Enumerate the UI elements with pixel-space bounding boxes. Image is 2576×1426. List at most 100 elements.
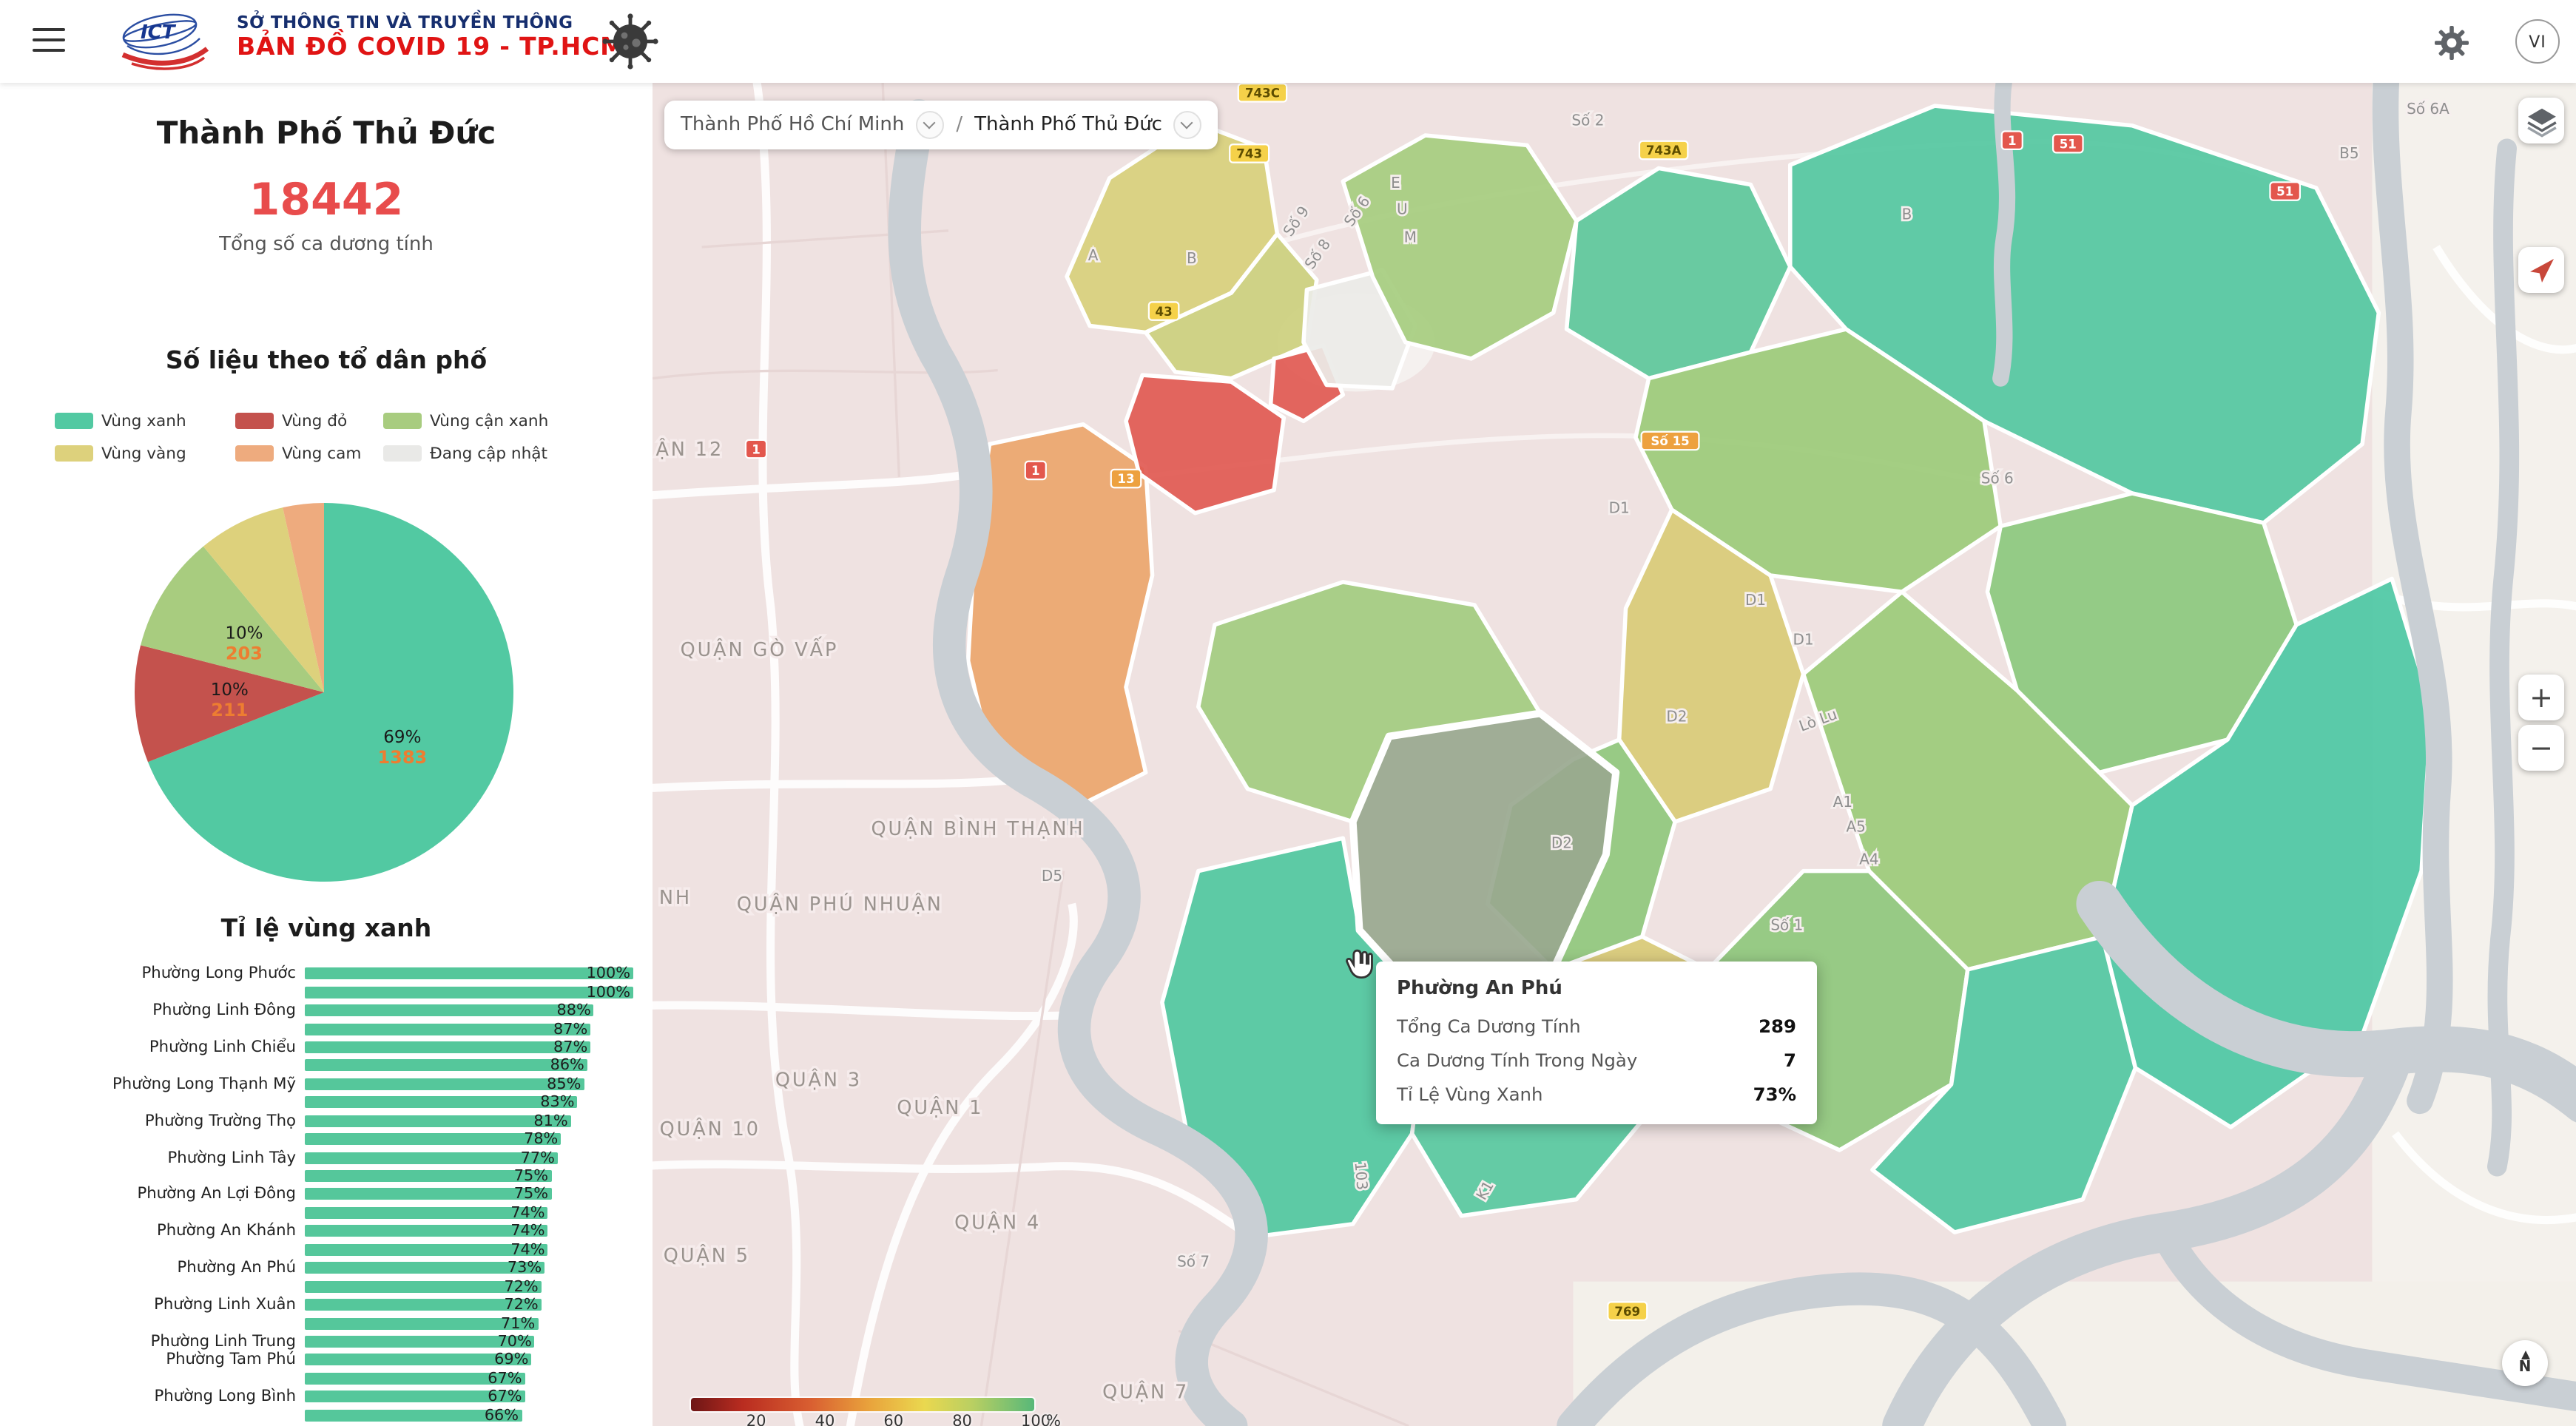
ward-polygon[interactable] bbox=[1788, 104, 2381, 525]
total-cases-value: 18442 bbox=[249, 175, 404, 226]
ward-polygon[interactable] bbox=[1616, 507, 1806, 824]
district-label: QUẬN 7 bbox=[1100, 1379, 1190, 1406]
bar-segment: 78% bbox=[305, 1130, 562, 1149]
bar-value: 67% bbox=[488, 1388, 522, 1406]
road-shield: 1 bbox=[1024, 460, 1047, 481]
legend-item: Vùng cam bbox=[235, 444, 377, 463]
road-label: B5 bbox=[2337, 142, 2361, 164]
ward-polygon[interactable] bbox=[1633, 327, 2003, 594]
road-label: B bbox=[1900, 203, 1914, 225]
bar-row: 87% bbox=[6, 1020, 647, 1038]
svg-text:A: A bbox=[1088, 246, 1099, 264]
settings-button[interactable] bbox=[2432, 24, 2471, 62]
pie-slice bbox=[141, 546, 324, 692]
legend-swatch bbox=[54, 413, 92, 429]
zoom-in-button[interactable]: + bbox=[2518, 675, 2564, 720]
district-label: QUẬN 3 bbox=[773, 1067, 863, 1094]
bar-value: 69% bbox=[494, 1351, 529, 1369]
bar-label: Phường Linh Đông bbox=[152, 1001, 296, 1020]
bar-segment: 69% bbox=[305, 1351, 532, 1369]
road-label: D1 bbox=[1743, 589, 1768, 611]
ward-polygon[interactable] bbox=[1870, 934, 2138, 1234]
ward-polygon[interactable] bbox=[1564, 166, 1793, 381]
breadcrumb-city[interactable]: Thành Phố Hồ Chí Minh bbox=[681, 114, 905, 136]
layers-button[interactable] bbox=[2518, 98, 2564, 143]
legend-swatch bbox=[382, 413, 421, 429]
menu-icon[interactable] bbox=[33, 28, 65, 53]
bar-segment: 74% bbox=[305, 1223, 548, 1240]
pie-label-pct: 10% bbox=[225, 624, 263, 643]
bar-segment: 74% bbox=[305, 1240, 548, 1259]
bar-label: Phường An Lợi Đông bbox=[137, 1185, 296, 1203]
road-label: E bbox=[1389, 172, 1402, 194]
pie-label-count: 203 bbox=[226, 643, 263, 663]
road-label: B bbox=[1184, 247, 1198, 269]
bar-value: 87% bbox=[553, 1038, 588, 1056]
svg-text:QUẬN GÒ VẤP: QUẬN GÒ VẤP bbox=[681, 637, 839, 661]
bar-segment: 73% bbox=[305, 1259, 545, 1277]
bar-segment: 74% bbox=[305, 1204, 548, 1222]
scale-labels: 20 40 60 80 100% bbox=[691, 1411, 1061, 1426]
bar-segment: 100% bbox=[305, 983, 633, 1001]
ward-polygon[interactable] bbox=[965, 422, 1155, 814]
bar-row: Phường Linh Tây 77% bbox=[6, 1149, 647, 1167]
svg-text:M: M bbox=[1404, 228, 1417, 246]
scale-unit-label: % bbox=[1046, 1413, 1061, 1426]
svg-text:D2: D2 bbox=[1666, 708, 1687, 726]
bar-value: 70% bbox=[497, 1332, 532, 1351]
zoom-out-button[interactable]: − bbox=[2518, 725, 2564, 771]
ward-polygon[interactable] bbox=[1124, 373, 1287, 516]
road-shield: 13 bbox=[1110, 468, 1142, 489]
compass-button[interactable]: N bbox=[2502, 1340, 2548, 1386]
scale-tick-label: 40 bbox=[815, 1413, 835, 1426]
legend-label: Vùng xanh bbox=[101, 411, 186, 430]
svg-text:743A: 743A bbox=[1646, 143, 1682, 158]
breadcrumb-district[interactable]: Thành Phố Thủ Đức bbox=[974, 114, 1162, 136]
compass-needle-icon bbox=[2521, 1351, 2529, 1359]
pie-slice bbox=[147, 503, 513, 882]
road-label: M bbox=[1402, 226, 1419, 249]
gear-icon bbox=[2435, 26, 2469, 60]
river-layer bbox=[888, 83, 2576, 1426]
bar-value: 74% bbox=[510, 1240, 545, 1259]
bar-value: 87% bbox=[553, 1020, 588, 1038]
logo-acronym: ICT bbox=[141, 21, 177, 44]
map-canvas[interactable]: ẬN 12 QUẬN GÒ VẤP QUẬN BÌNH THẠNH NH QUẬN PH… bbox=[653, 83, 2576, 1426]
pie-label-count: 211 bbox=[211, 700, 248, 720]
bar-row: 71% bbox=[6, 1314, 647, 1333]
map-area[interactable]: ẬN 12 QUẬN GÒ VẤP QUẬN BÌNH THẠNH NH QUẬN PH… bbox=[653, 83, 2576, 1426]
bar-segment: 87% bbox=[305, 1038, 591, 1056]
district-label: QUẬN 5 bbox=[661, 1243, 750, 1270]
svg-text:769: 769 bbox=[1614, 1305, 1640, 1319]
road-label: Số 6A bbox=[2404, 98, 2452, 120]
road-label: A4 bbox=[1857, 848, 1881, 871]
app-title: BẢN ĐỒ COVID 19 - TP.HCM bbox=[237, 33, 625, 61]
locate-button[interactable] bbox=[2518, 247, 2564, 293]
user-language-avatar[interactable]: VI bbox=[2515, 19, 2560, 64]
chevron-down-icon[interactable] bbox=[1173, 111, 1202, 139]
road-label: Số 1 bbox=[1769, 914, 1806, 936]
bar-row: Phường Trường Thọ 81% bbox=[6, 1112, 647, 1130]
road-label: A1 bbox=[1831, 791, 1855, 813]
ward-polygon[interactable] bbox=[1341, 133, 1579, 361]
svg-text:Số 2: Số 2 bbox=[1571, 112, 1604, 129]
bar-value: 83% bbox=[540, 1093, 575, 1112]
road-label: U bbox=[1395, 198, 1409, 220]
road-shield: 1 bbox=[2000, 130, 2023, 151]
scale-tick-label: 100 bbox=[1021, 1413, 1051, 1426]
chevron-down-icon[interactable] bbox=[916, 111, 945, 139]
road-shield: 743C bbox=[1237, 83, 1288, 103]
bar-row: Phường An Khánh 74% bbox=[6, 1222, 647, 1240]
district-label: ẬN 12 bbox=[653, 436, 724, 464]
color-scale-gradient bbox=[691, 1398, 1034, 1411]
bar-row: 66% bbox=[6, 1406, 647, 1425]
svg-text:Số 6A: Số 6A bbox=[2407, 100, 2449, 118]
road-shield: Số 15 bbox=[1640, 430, 1700, 451]
legend-item: Đang cập nhật bbox=[382, 444, 599, 463]
ict-logo: ICT bbox=[121, 13, 209, 70]
bar-value: 78% bbox=[524, 1130, 559, 1149]
bar-value: 86% bbox=[550, 1056, 584, 1075]
svg-text:Số 1: Số 1 bbox=[1770, 916, 1803, 934]
